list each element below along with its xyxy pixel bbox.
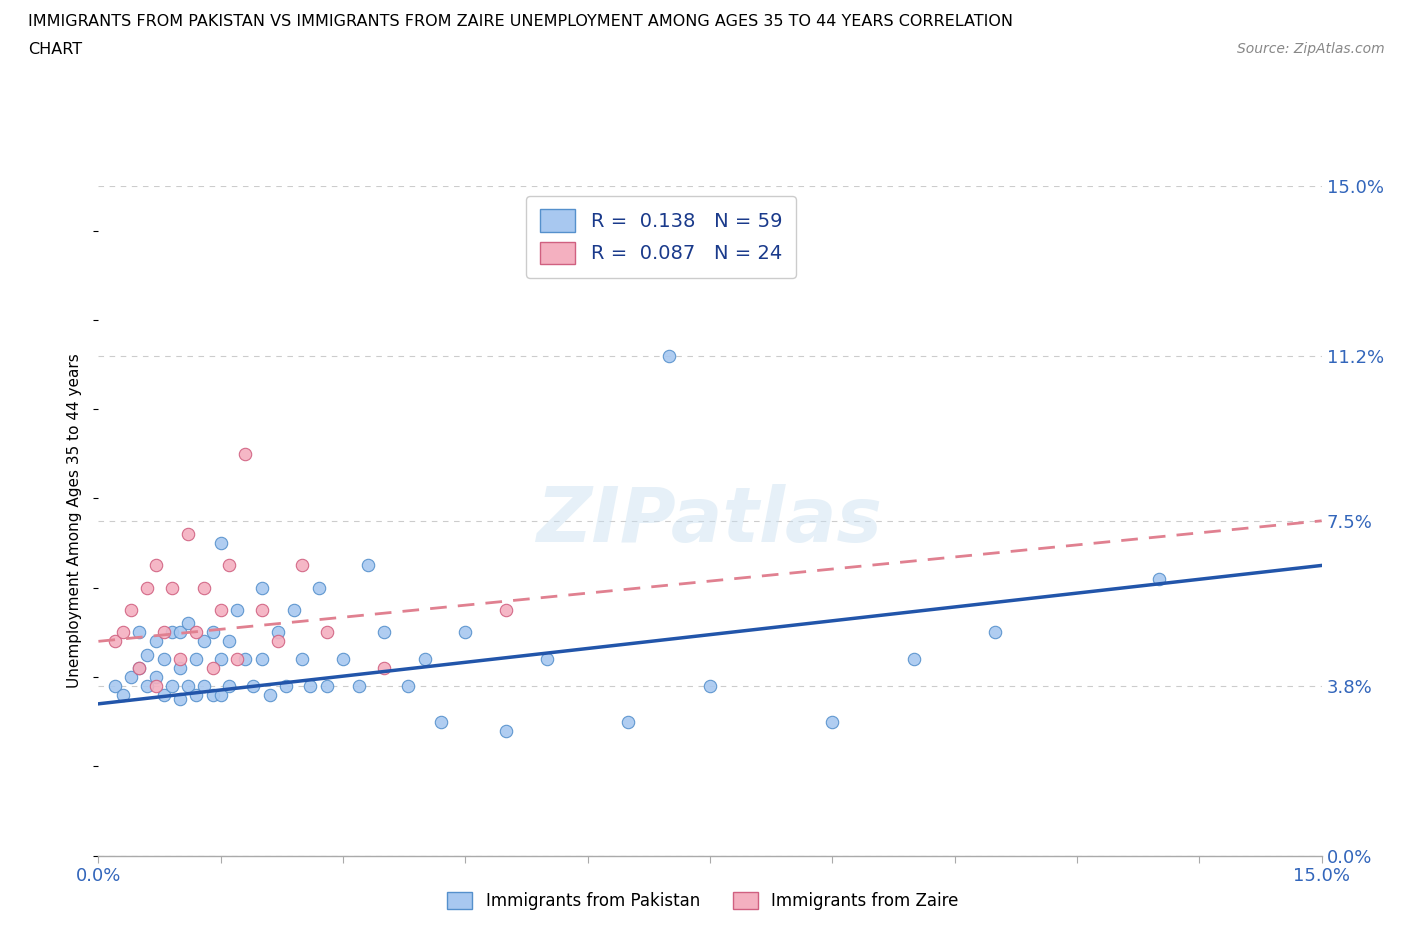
Point [299,679,322,694]
Point [169,660,191,675]
Point [152,687,174,702]
Text: ZIPatlas: ZIPatlas [537,484,883,558]
Point [495,724,517,738]
Text: Source: ZipAtlas.com: Source: ZipAtlas.com [1237,42,1385,56]
Point [356,558,378,573]
Point [373,625,395,640]
Point [283,603,305,618]
Point [136,647,159,662]
Point [186,652,208,667]
Point [120,670,142,684]
Point [152,625,174,640]
Point [226,603,249,618]
Point [218,634,240,649]
Point [209,603,232,618]
Point [396,679,419,694]
Point [177,616,200,631]
Point [136,679,159,694]
Point [291,558,314,573]
Point [120,603,142,618]
Point [128,660,150,675]
Point [128,625,150,640]
Point [201,625,224,640]
Point [145,670,167,684]
Point [160,580,183,595]
Point [169,692,191,707]
Point [430,714,453,729]
Point [658,348,681,363]
Point [177,679,200,694]
Point [193,580,215,595]
Point [267,634,290,649]
Text: CHART: CHART [28,42,82,57]
Point [209,652,232,667]
Point [177,526,200,541]
Point [209,687,232,702]
Point [315,625,337,640]
Point [821,714,844,729]
Point [315,679,337,694]
Point [984,625,1007,640]
Point [104,634,127,649]
Point [145,679,167,694]
Point [903,652,925,667]
Point [186,687,208,702]
Point [373,660,395,675]
Point [136,580,159,595]
Point [250,652,273,667]
Point [349,679,371,694]
Point [186,625,208,640]
Point [201,687,224,702]
Point [250,580,273,595]
Point [145,634,167,649]
Point [104,679,127,694]
Point [259,687,281,702]
Point [699,679,721,694]
Point [536,652,558,667]
Point [160,625,183,640]
Point [201,660,224,675]
Point [169,625,191,640]
Legend: Immigrants from Pakistan, Immigrants from Zaire: Immigrants from Pakistan, Immigrants fro… [440,885,966,917]
Point [218,558,240,573]
Point [111,625,134,640]
Legend: R =  0.138   N = 59, R =  0.087   N = 24: R = 0.138 N = 59, R = 0.087 N = 24 [526,195,796,277]
Point [413,652,436,667]
Point [274,679,297,694]
Point [152,652,174,667]
Point [617,714,640,729]
Point [111,687,134,702]
Text: IMMIGRANTS FROM PAKISTAN VS IMMIGRANTS FROM ZAIRE UNEMPLOYMENT AMONG AGES 35 TO : IMMIGRANTS FROM PAKISTAN VS IMMIGRANTS F… [28,14,1014,29]
Point [160,679,183,694]
Y-axis label: Unemployment Among Ages 35 to 44 years: Unemployment Among Ages 35 to 44 years [67,353,83,688]
Point [145,558,167,573]
Point [233,446,256,461]
Point [193,634,215,649]
Point [1147,571,1170,586]
Point [128,660,150,675]
Point [332,652,354,667]
Point [250,603,273,618]
Point [226,652,249,667]
Point [242,679,264,694]
Point [169,652,191,667]
Point [291,652,314,667]
Point [267,625,290,640]
Point [193,679,215,694]
Point [454,625,477,640]
Point [308,580,330,595]
Point [218,679,240,694]
Point [209,536,232,551]
Point [495,603,517,618]
Point [233,652,256,667]
